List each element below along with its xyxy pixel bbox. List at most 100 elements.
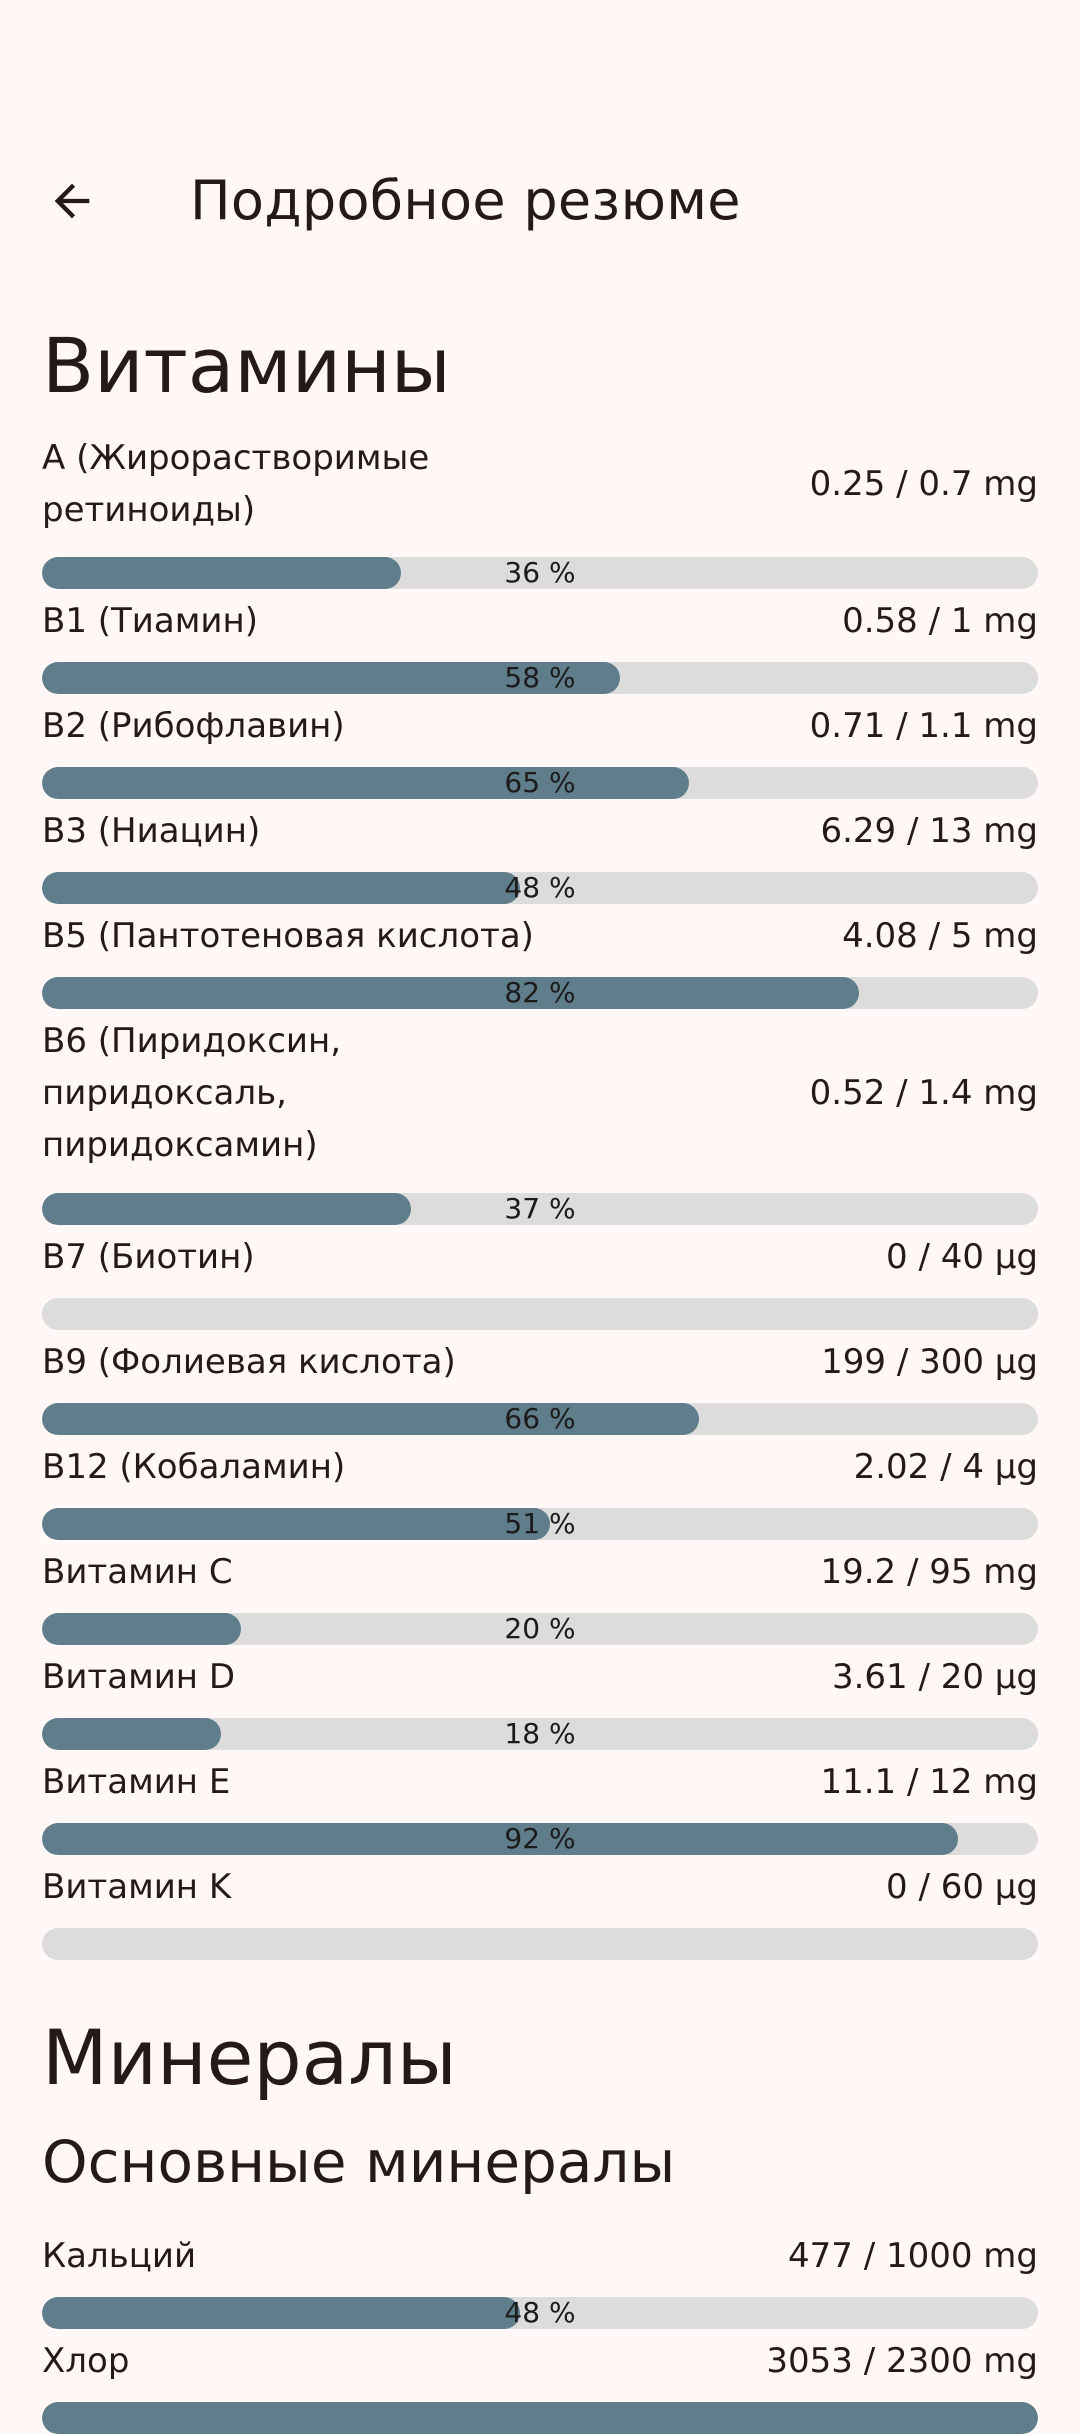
nutrient-amount: 19.2 / 95 mg [820, 1552, 1038, 1592]
progress-percent-label: 20 % [504, 1613, 576, 1645]
nutrient-amount: 0.52 / 1.4 mg [809, 1073, 1038, 1113]
nutrient-amount: 11.1 / 12 mg [820, 1762, 1038, 1802]
nutrient-label: B2 (Рибофлавин) [42, 700, 345, 752]
progress-bar: 65 % [42, 767, 1038, 799]
progress-bar-fill [42, 1508, 550, 1540]
nutrient-label: B7 (Биотин) [42, 1231, 255, 1283]
nutrient-label: Хлор [42, 2335, 129, 2387]
nutrient-label-line: B9 (Фолиевая кислота) [42, 1342, 456, 1382]
nutrient-label-line: B7 (Биотин) [42, 1237, 255, 1277]
nutrient-label-line: Витамин K [42, 1867, 232, 1907]
nutrient-label-line: B3 (Ниацин) [42, 811, 261, 851]
progress-bar: 48 % [42, 2297, 1038, 2329]
progress-bar: 37 % [42, 1193, 1038, 1225]
progress-percent-label: 66 % [504, 1403, 576, 1435]
nutrient-row: B5 (Пантотеновая кислота) 4.08 / 5 mg 82 % [42, 904, 1038, 1009]
nutrient-row: B7 (Биотин) 0 / 40 µg [42, 1225, 1038, 1330]
progress-percent-label: 48 % [504, 872, 576, 904]
progress-bar: 82 % [42, 977, 1038, 1009]
progress-bar-fill [42, 2297, 521, 2329]
nutrient-amount: 3053 / 2300 mg [766, 2341, 1038, 2381]
minerals-section-title: Минералы [42, 2013, 457, 2102]
nutrient-label: Витамин D [42, 1651, 235, 1703]
progress-bar-fill [42, 767, 690, 799]
progress-percent-label: 82 % [504, 977, 576, 1009]
nutrient-amount: 6.29 / 13 mg [820, 811, 1038, 851]
nutrient-label: B9 (Фолиевая кислота) [42, 1336, 456, 1388]
main-minerals-list: Кальций 477 / 1000 mg 48 % Хлор 3053 / 2300 … [42, 2224, 1038, 2434]
nutrient-label: B6 (Пиридоксин, пиридоксаль, пиридоксамин) [42, 1015, 341, 1171]
progress-bar: 18 % [42, 1718, 1038, 1750]
summary-content: Витамины A (Жирорастворимые ретиноиды) 0.2… [42, 318, 1038, 2434]
nutrient-amount: 0.71 / 1.1 mg [809, 706, 1038, 746]
progress-percent-label: 48 % [504, 2297, 576, 2329]
nutrient-row-header: B5 (Пантотеновая кислота) 4.08 / 5 mg [42, 910, 1038, 962]
nutrient-amount: 4.08 / 5 mg [842, 916, 1038, 956]
nutrient-row: B6 (Пиридоксин, пиридоксаль, пиридоксамин)… [42, 1009, 1038, 1225]
nutrient-row: Витамин D 3.61 / 20 µg 18 % [42, 1645, 1038, 1750]
progress-percent-label [42, 2402, 1038, 2434]
progress-bar: 66 % [42, 1403, 1038, 1435]
nutrient-label-line: ретиноиды) [42, 490, 256, 530]
nutrient-label: Витамин C [42, 1546, 233, 1598]
nutrient-row: Витамин K 0 / 60 µg [42, 1855, 1038, 1960]
nutrient-label-line: B1 (Тиамин) [42, 601, 258, 641]
nutrient-row: Кальций 477 / 1000 mg 48 % [42, 2224, 1038, 2329]
progress-percent-label [42, 1928, 1038, 1960]
nutrient-amount: 0 / 60 µg [886, 1867, 1038, 1907]
nutrient-row: Хлор 3053 / 2300 mg [42, 2329, 1038, 2434]
nutrient-label-line: Кальций [42, 2236, 197, 2276]
nutrient-row-header: Витамин C 19.2 / 95 mg [42, 1546, 1038, 1598]
nutrient-row-header: B1 (Тиамин) 0.58 / 1 mg [42, 595, 1038, 647]
progress-bar-fill [42, 662, 620, 694]
nutrient-row: B9 (Фолиевая кислота) 199 / 300 µg 66 % [42, 1330, 1038, 1435]
nutrient-row: A (Жирорастворимые ретиноиды) 0.25 / 0.7 m… [42, 426, 1038, 589]
progress-percent-label: 37 % [504, 1193, 576, 1225]
nutrient-row-header: B6 (Пиридоксин, пиридоксаль, пиридоксамин)… [42, 1015, 1038, 1171]
nutrient-amount: 199 / 300 µg [821, 1342, 1038, 1382]
nutrient-row-header: A (Жирорастворимые ретиноиды) 0.25 / 0.7 m… [42, 432, 1038, 536]
progress-bar-fill [42, 1403, 700, 1435]
progress-bar: 36 % [42, 557, 1038, 589]
nutrient-amount: 477 / 1000 mg [787, 2236, 1038, 2276]
progress-bar-fill [42, 1613, 242, 1645]
nutrient-label-line: B5 (Пантотеновая кислота) [42, 916, 534, 956]
back-button[interactable] [36, 170, 108, 232]
nutrient-label-line: A (Жирорастворимые [42, 438, 430, 478]
top-app-bar: Подробное резюме [0, 150, 1080, 250]
nutrient-label: Витамин E [42, 1756, 230, 1808]
progress-bar-fill [42, 872, 521, 904]
nutrient-row-header: Хлор 3053 / 2300 mg [42, 2335, 1038, 2387]
progress-bar-fill [42, 977, 859, 1009]
nutrient-row-header: B3 (Ниацин) 6.29 / 13 mg [42, 805, 1038, 857]
vitamins-list: A (Жирорастворимые ретиноиды) 0.25 / 0.7 m… [42, 426, 1038, 1960]
progress-bar-fill [42, 1193, 411, 1225]
progress-bar: 20 % [42, 1613, 1038, 1645]
nutrient-row-header: Витамин D 3.61 / 20 µg [42, 1651, 1038, 1703]
nutrient-row: B2 (Рибофлавин) 0.71 / 1.1 mg 65 % [42, 694, 1038, 799]
progress-bar: 92 % [42, 1823, 1038, 1855]
nutrient-row-header: B7 (Биотин) 0 / 40 µg [42, 1231, 1038, 1283]
vitamins-section-title: Витамины [42, 321, 451, 410]
nutrient-row-header: B12 (Кобаламин) 2.02 / 4 µg [42, 1441, 1038, 1493]
page-title: Подробное резюме [190, 169, 741, 232]
nutrient-label: B3 (Ниацин) [42, 805, 260, 857]
nutrient-row: B3 (Ниацин) 6.29 / 13 mg 48 % [42, 799, 1038, 904]
nutrient-label-line: B12 (Кобаламин) [42, 1447, 346, 1487]
arrow-back-icon [54, 183, 90, 219]
progress-percent-label: 65 % [504, 767, 576, 799]
nutrient-label-line: Витамин C [42, 1552, 233, 1592]
progress-bar [42, 2402, 1038, 2434]
nutrient-row: B12 (Кобаламин) 2.02 / 4 µg 51 % [42, 1435, 1038, 1540]
nutrient-row-header: B9 (Фолиевая кислота) 199 / 300 µg [42, 1336, 1038, 1388]
progress-bar-fill [42, 1823, 959, 1855]
progress-percent-label: 58 % [504, 662, 576, 694]
progress-percent-label [42, 1298, 1038, 1330]
progress-percent-label: 51 % [504, 1508, 576, 1540]
progress-percent-label: 18 % [504, 1718, 576, 1750]
nutrient-amount: 0.25 / 0.7 mg [809, 464, 1038, 504]
nutrient-amount: 0.58 / 1 mg [842, 601, 1038, 641]
nutrient-amount: 0 / 40 µg [886, 1237, 1038, 1277]
nutrient-label: Витамин K [42, 1861, 231, 1913]
progress-bar [42, 1298, 1038, 1330]
